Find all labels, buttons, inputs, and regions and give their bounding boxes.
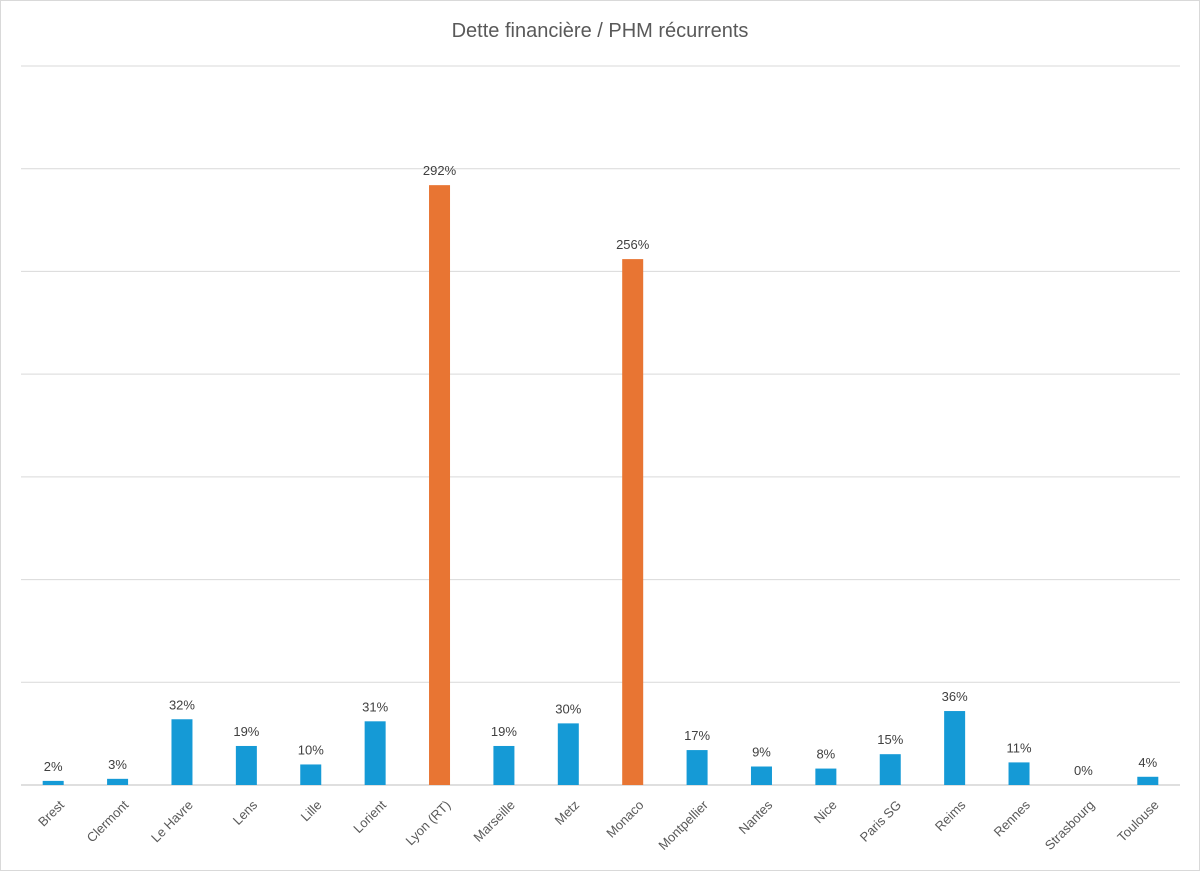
bar [42, 780, 64, 785]
x-tick-label: Brest [35, 797, 67, 829]
data-label: 2% [44, 759, 63, 774]
data-label: 17% [684, 728, 710, 743]
chart-title: Dette financière / PHM récurrents [452, 20, 749, 42]
data-label: 3% [108, 757, 127, 772]
data-label: 31% [362, 699, 388, 714]
x-tick-label: Lille [298, 797, 325, 824]
gridlines [21, 65, 1180, 786]
x-tick-label: Metz [552, 797, 583, 828]
x-tick-label: Nantes [736, 797, 776, 837]
data-labels: 2% 3% 32% 19% 10% 31% 292% 19% 30% 256% 17% 9% 8% 15%… [44, 163, 1158, 778]
bar [429, 185, 451, 786]
bar [493, 745, 515, 785]
x-tick-label: Lorient [350, 797, 389, 836]
x-tick-label: Nice [811, 797, 840, 826]
x-tick-label: Rennes [991, 797, 1034, 840]
data-label: 11% [1006, 740, 1031, 755]
data-label: 9% [752, 745, 771, 760]
x-tick-label: Paris SG [857, 797, 904, 844]
x-tick-label: Strasbourg [1042, 797, 1098, 853]
data-label: 8% [816, 747, 835, 762]
bar [1137, 776, 1159, 785]
bar [815, 768, 837, 785]
data-label: 32% [169, 697, 195, 712]
x-tick-label: Marseille [470, 797, 517, 844]
bar [171, 719, 193, 785]
bar [750, 766, 772, 785]
x-tick-label: Clermont [84, 797, 132, 845]
bar [557, 723, 579, 785]
x-axis-tick-labels: Brest Clermont Le Havre Lens Lille Lorient Lyo… [35, 797, 1162, 853]
bar [879, 754, 901, 785]
data-label: 0% [1074, 763, 1093, 778]
data-label: 15% [877, 732, 903, 747]
bars [42, 185, 1159, 786]
data-label: 292% [423, 163, 457, 178]
data-label: 36% [942, 689, 968, 704]
bar [686, 750, 708, 785]
x-tick-label: Monaco [603, 797, 646, 840]
bar [235, 745, 257, 785]
data-label: 19% [233, 724, 259, 739]
x-tick-label: Lyon (RT) [402, 797, 453, 848]
data-label: 19% [491, 724, 517, 739]
x-tick-label: Reims [932, 797, 969, 834]
data-label: 30% [555, 701, 581, 716]
data-label: 4% [1138, 755, 1157, 770]
x-tick-label: Montpellier [655, 797, 711, 853]
x-tick-label: Toulouse [1114, 797, 1161, 844]
bar [364, 721, 386, 785]
x-tick-label: Lens [230, 797, 261, 828]
bar [944, 711, 966, 785]
bar [622, 259, 644, 785]
bar [300, 764, 322, 785]
x-tick-label: Le Havre [148, 797, 196, 845]
data-label: 10% [298, 742, 324, 757]
bar [107, 778, 129, 785]
bar [1008, 762, 1030, 785]
data-label: 256% [616, 237, 650, 252]
